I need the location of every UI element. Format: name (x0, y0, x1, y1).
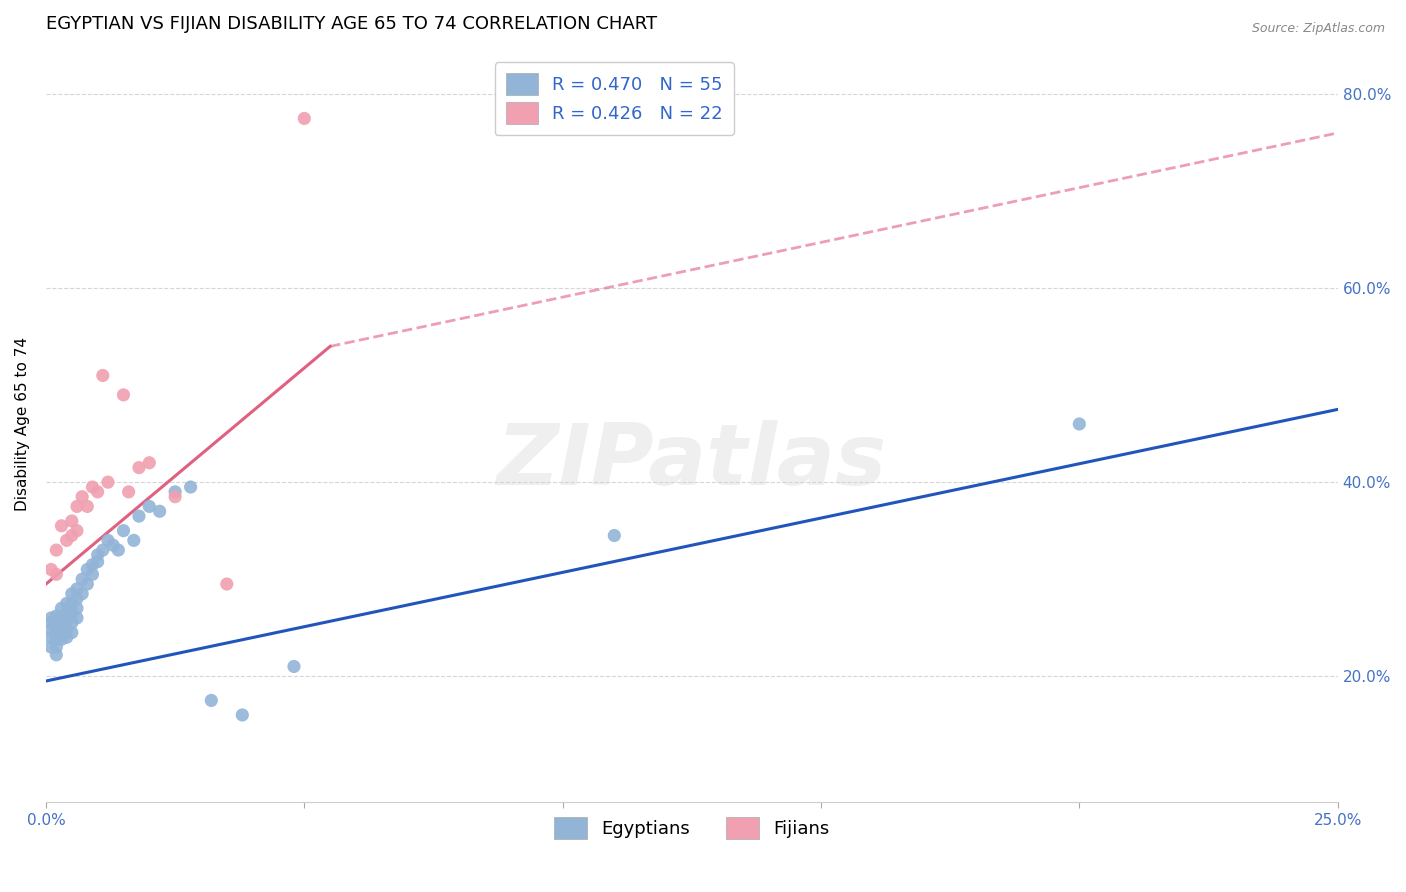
Point (60, 514, 83, 528)
Point (39, 623, 62, 637)
Point (60, 587, 83, 601)
Point (66, 601, 89, 615)
Point (86, 484, 108, 499)
Point (45, 567, 67, 582)
Point (215, 577, 238, 591)
Point (283, 659, 305, 673)
Point (70, 490, 93, 504)
Point (138, 456, 160, 470)
Point (180, 480, 202, 494)
Point (39, 615, 62, 630)
Point (45, 543, 67, 558)
Point (66, 611, 89, 625)
Point (76, 562, 98, 576)
Point (97, 475, 120, 490)
Point (76, 500, 98, 514)
Point (39, 611, 62, 625)
Point (55, 631, 77, 645)
Text: EGYPTIAN VS FIJIAN DISABILITY AGE 65 TO 74 CORRELATION CHART: EGYPTIAN VS FIJIAN DISABILITY AGE 65 TO … (46, 15, 657, 33)
Point (60, 615, 83, 630)
Point (91, 543, 114, 558)
Point (107, 543, 129, 558)
Point (51, 518, 73, 533)
Point (128, 509, 150, 524)
Point (45, 613, 67, 627)
Point (66, 500, 89, 514)
Point (45, 632, 67, 647)
Point (82, 480, 104, 494)
Point (66, 591, 89, 606)
Point (39, 631, 62, 645)
Point (91, 368, 114, 383)
Point (82, 567, 104, 582)
Point (45, 621, 67, 635)
Point (86, 555, 108, 569)
Point (51, 615, 73, 630)
Point (60, 596, 83, 610)
Point (117, 484, 139, 499)
Point (70, 572, 93, 586)
Point (60, 606, 83, 620)
Point (60, 625, 83, 640)
Point (112, 388, 135, 402)
Point (292, 112, 315, 126)
Point (66, 582, 89, 596)
Text: Source: ZipAtlas.com: Source: ZipAtlas.com (1251, 22, 1385, 36)
Point (51, 632, 73, 647)
Point (128, 460, 150, 475)
Point (39, 562, 62, 576)
Point (39, 640, 62, 654)
Point (149, 504, 172, 518)
Point (60, 528, 83, 542)
Point (55, 606, 77, 620)
Point (45, 609, 67, 624)
Point (122, 533, 145, 548)
Point (76, 577, 98, 591)
Point (55, 596, 77, 610)
Point (51, 623, 73, 637)
Point (112, 524, 135, 538)
Point (82, 558, 104, 572)
Point (45, 648, 67, 662)
Point (66, 524, 89, 538)
Point (55, 533, 77, 548)
Point (86, 548, 108, 562)
Legend: Egyptians, Fijians: Egyptians, Fijians (547, 810, 837, 847)
Point (45, 625, 67, 640)
Point (45, 640, 67, 654)
Point (101, 538, 124, 552)
Point (1069, 417, 1091, 431)
Point (51, 611, 73, 625)
Text: ZIPatlas: ZIPatlas (496, 420, 887, 503)
Point (165, 490, 187, 504)
Point (97, 533, 120, 548)
Point (138, 500, 160, 514)
Point (55, 613, 77, 627)
Point (231, 708, 253, 723)
Y-axis label: Disability Age 65 to 74: Disability Age 65 to 74 (15, 337, 30, 511)
Point (200, 693, 222, 707)
Point (603, 528, 626, 542)
Point (70, 587, 93, 601)
Point (55, 623, 77, 637)
Point (165, 484, 187, 499)
Point (51, 601, 73, 615)
